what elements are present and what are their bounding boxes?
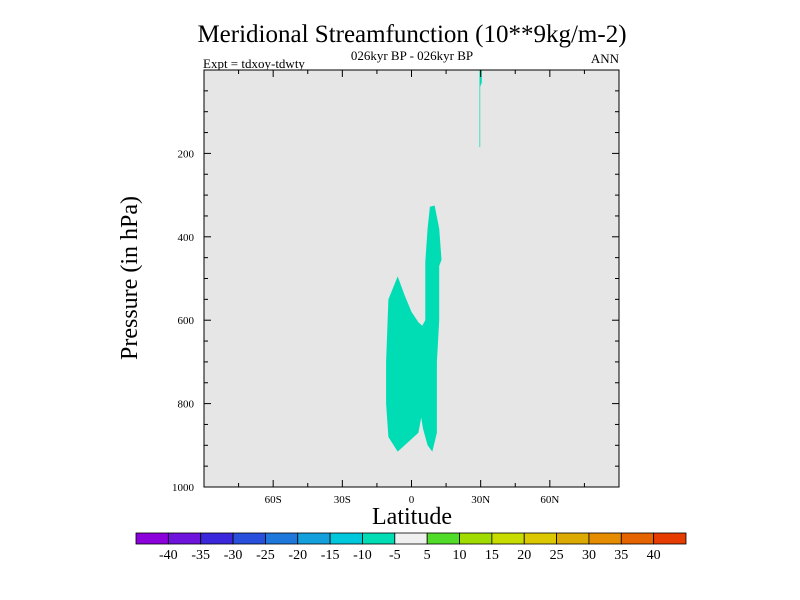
colorbar-swatch — [297, 532, 331, 545]
colorbar-swatch — [620, 532, 655, 545]
colorbar-swatch — [200, 532, 234, 545]
y-tick-label: 400 — [178, 232, 195, 244]
colorbar-label: -30 — [224, 548, 243, 563]
y-tick-label: 1000 — [172, 482, 195, 494]
colorbar-label: 15 — [485, 548, 499, 563]
x-tick-label: 30S — [334, 494, 351, 506]
filled-region-1 — [386, 276, 427, 452]
y-tick-label: 200 — [178, 148, 195, 160]
colorbar: -40 -35 -30 -25 -20 -15 -10 -5 5 10 15 20 25 30 35 40 — [135, 532, 687, 563]
y-tick-label: 600 — [178, 315, 195, 327]
colorbar-swatch — [653, 532, 687, 545]
filled-region-3 — [479, 70, 482, 148]
colorbar-swatch — [491, 532, 525, 545]
axis-ticks: 60S 30S 0 30N 60N 200 400 600 800 1000 — [172, 70, 619, 506]
colorbar-label: -5 — [389, 548, 401, 563]
colorbar-label: -25 — [256, 548, 275, 563]
chart-title: Meridional Streamfunction (10**9kg/m-2) — [197, 21, 626, 48]
x-tick-label: 0 — [409, 494, 415, 506]
colorbar-label: 35 — [614, 548, 628, 563]
colorbar-swatch — [556, 532, 590, 545]
filled-region-2 — [411, 205, 442, 452]
filled-regions — [386, 70, 482, 452]
colorbar-swatch — [362, 532, 396, 545]
x-axis-label: Latitude — [372, 504, 452, 530]
y-tick-label: 800 — [178, 399, 195, 411]
colorbar-swatch — [135, 532, 169, 545]
experiment-label: Expt = tdxoy-tdwty — [203, 56, 305, 71]
colorbar-swatch — [426, 532, 460, 545]
colorbar-label: -40 — [159, 548, 178, 563]
colorbar-swatch — [394, 532, 428, 545]
colorbar-label: 20 — [517, 548, 531, 563]
colorbar-label: -15 — [321, 548, 340, 563]
colorbar-swatch — [265, 532, 299, 545]
season-label: ANN — [591, 51, 620, 66]
colorbar-swatch — [459, 532, 493, 545]
colorbar-label: 25 — [550, 548, 564, 563]
colorbar-swatch — [329, 532, 363, 545]
colorbar-label: -10 — [353, 548, 372, 563]
colorbar-swatch — [232, 532, 266, 545]
colorbar-label: 10 — [453, 548, 467, 563]
y-axis-label: Pressure (in hPa) — [117, 196, 143, 360]
colorbar-label: -35 — [191, 548, 210, 563]
colorbar-label: 5 — [424, 548, 431, 563]
colorbar-swatch — [523, 532, 557, 545]
x-tick-label: 60S — [265, 494, 282, 506]
colorbar-label: 30 — [582, 548, 596, 563]
colorbar-label: 40 — [647, 548, 661, 563]
chart-subtitle: 026kyr BP - 026kyr BP — [351, 48, 473, 63]
colorbar-label: -20 — [288, 548, 307, 563]
colorbar-swatch — [588, 532, 622, 545]
x-tick-label: 60N — [540, 494, 559, 506]
colorbar-swatch — [167, 532, 202, 545]
x-tick-label: 30N — [471, 494, 490, 506]
